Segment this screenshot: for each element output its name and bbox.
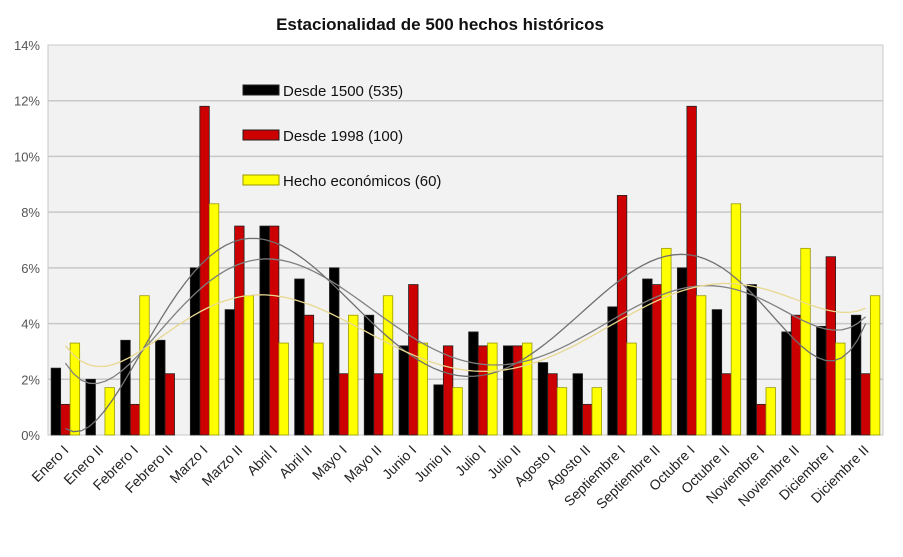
bar-desde-2 (790, 314, 802, 436)
bar-desde-2 (512, 345, 523, 436)
bar-hecho-3 (800, 247, 811, 436)
bar-desde-2 (199, 105, 210, 436)
x-tick-label: Junio II (411, 442, 454, 485)
bar-hecho-3 (69, 342, 81, 436)
y-tick-label: 4% (21, 317, 40, 332)
bar-desde-1 (85, 378, 96, 436)
bar-hecho-3 (208, 203, 220, 436)
legend-label: Desde 1998 (100) (283, 128, 403, 145)
bar-desde-1 (746, 284, 757, 436)
y-tick-label: 14% (14, 38, 40, 53)
bar-hecho-3 (626, 342, 637, 436)
bar-desde-1 (572, 373, 583, 436)
bar-desde-2 (477, 345, 489, 436)
bar-desde-1 (676, 267, 688, 436)
bar-desde-2 (616, 195, 628, 436)
y-tick-label: 12% (14, 94, 40, 109)
bar-hecho-3 (382, 295, 394, 436)
bar-desde-2 (442, 345, 454, 436)
bar-desde-1 (50, 367, 62, 436)
bar-hecho-3 (313, 342, 324, 436)
bar-desde-2 (303, 314, 315, 436)
legend-label: Desde 1500 (535) (283, 83, 403, 100)
y-tick-label: 6% (21, 261, 40, 276)
bar-desde-2 (860, 373, 871, 436)
x-tick-label: Abril I (244, 442, 281, 479)
bar-hecho-3 (661, 247, 672, 436)
x-tick-label: Mayo II (341, 442, 385, 486)
bar-hecho-3 (765, 387, 776, 436)
y-tick-label: 2% (21, 372, 40, 387)
bar-hecho-3 (243, 295, 255, 436)
bar-desde-2 (129, 403, 141, 436)
bar-desde-2 (164, 373, 175, 436)
bar-hecho-3 (522, 342, 533, 436)
bar-desde-1 (398, 345, 409, 436)
bar-desde-1 (711, 309, 723, 436)
bar-desde-1 (120, 339, 131, 436)
bar-desde-1 (259, 225, 270, 436)
legend: Desde 1500 (535) Desde 1998 (100) Hecho ec… (242, 83, 441, 190)
bar-hecho-3 (556, 387, 568, 436)
bar-desde-1 (329, 267, 340, 436)
bar-hecho-3 (139, 295, 150, 436)
bar-desde-2 (721, 373, 732, 436)
legend-swatch (242, 84, 280, 96)
bar-desde-2 (686, 105, 697, 436)
bar-desde-1 (468, 331, 479, 436)
bar-desde-1 (433, 384, 444, 436)
bar-desde-2 (234, 225, 245, 436)
bar-desde-1 (850, 314, 862, 436)
bar-desde-1 (537, 362, 549, 436)
y-tick-label: 0% (21, 428, 40, 443)
legend-swatch (242, 129, 280, 141)
bar-hecho-3 (348, 314, 359, 436)
bar-hecho-3 (452, 387, 463, 436)
trendline (64, 258, 867, 385)
trendline (65, 237, 867, 433)
bar-hecho-3 (417, 342, 428, 436)
bar-desde-1 (781, 331, 792, 436)
bar-desde-2 (651, 284, 663, 436)
y-tick-label: 10% (14, 149, 40, 164)
bar-hecho-3 (104, 387, 115, 436)
bar-hecho-3 (835, 342, 846, 436)
bar-hecho-3 (730, 203, 742, 436)
x-tick-label: Abril II (276, 442, 315, 481)
legend-label: Hecho económicos (60) (283, 173, 441, 190)
bar-desde-2 (338, 373, 349, 436)
bar-desde-2 (268, 225, 280, 436)
bar-desde-1 (816, 325, 827, 436)
bar-desde-2 (373, 373, 384, 436)
chart-title: Estacionalidad de 500 hechos históricos (276, 15, 604, 34)
legend-swatch (242, 174, 280, 186)
bar-desde-2 (547, 373, 558, 436)
bar-hecho-3 (591, 387, 602, 436)
trendline (64, 282, 866, 372)
bar-desde-2 (756, 403, 767, 436)
bar-desde-2 (582, 403, 593, 436)
x-tick-label: Julio I (452, 442, 489, 479)
bar-hecho-3 (869, 295, 881, 436)
bar-desde-1 (224, 309, 236, 436)
bar-desde-1 (155, 339, 166, 436)
bar-hecho-3 (487, 342, 498, 436)
bar-desde-1 (503, 345, 514, 436)
bar-hecho-3 (278, 342, 289, 436)
bar-hecho-3 (695, 295, 707, 436)
y-tick-label: 8% (21, 205, 40, 220)
bar-desde-2 (825, 256, 836, 436)
